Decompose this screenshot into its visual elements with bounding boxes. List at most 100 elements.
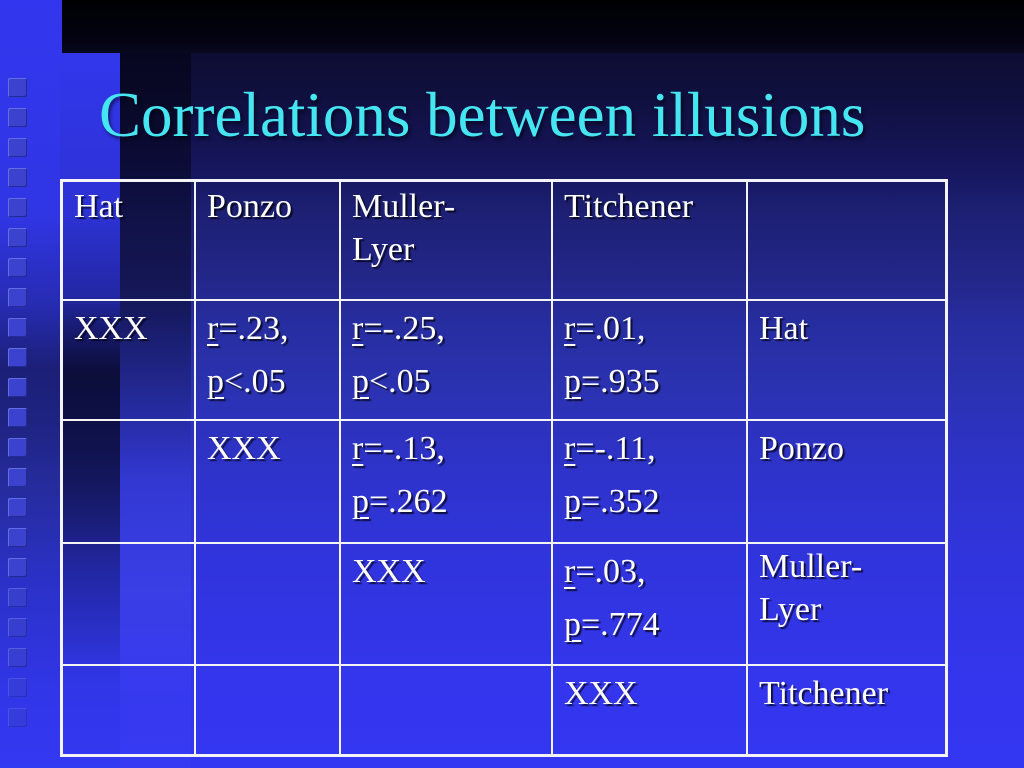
table-cell-empty — [196, 666, 341, 754]
correlation-table: Hat Ponzo Muller-Lyer Titchener XXX r=.2… — [60, 179, 948, 757]
cell-text: XXX — [352, 553, 426, 590]
header-label: Ponzo — [207, 188, 292, 225]
stat-p-line: p=.935 — [564, 356, 735, 409]
decor-square — [8, 108, 27, 127]
table-cell-empty — [63, 544, 196, 666]
table-cell-empty — [196, 544, 341, 666]
stat-r-line: r=-.13, — [352, 423, 540, 476]
cell-text: XXX — [564, 675, 638, 712]
stat-p-line: p=.352 — [564, 476, 735, 529]
column-header-empty — [748, 182, 945, 301]
decor-square — [8, 558, 27, 577]
stat-r-line: r=.23, — [207, 303, 328, 356]
column-header-titchener: Titchener — [553, 182, 748, 301]
cell-text: Ponzo — [759, 430, 844, 467]
decor-square — [8, 528, 27, 547]
stat-p-value: <.05 — [224, 362, 286, 400]
stat-r-symbol: r — [207, 310, 219, 347]
table-cell-empty — [341, 666, 553, 754]
stat-r-value: =-.25, — [363, 310, 445, 347]
decor-square — [8, 468, 27, 487]
decor-square — [8, 438, 27, 457]
column-header-muller-lyer: Muller-Lyer — [341, 182, 553, 301]
stat-r-symbol: r — [352, 310, 364, 347]
header-label: Hat — [74, 188, 124, 225]
stat-p-line: p=.262 — [352, 476, 540, 529]
decor-square — [8, 678, 27, 697]
stat-r-value: =.03, — [575, 553, 646, 590]
stat-p-line: p=.774 — [564, 599, 735, 652]
stat-p-symbol: p — [564, 482, 581, 520]
table-cell-diagonal: XXX — [341, 544, 553, 666]
stat-r-symbol: r — [564, 553, 576, 590]
cell-text: Titchener — [759, 675, 889, 712]
header-label: Muller-Lyer — [352, 188, 456, 268]
decor-square — [8, 228, 27, 247]
column-header-ponzo: Ponzo — [196, 182, 341, 301]
decor-square — [8, 78, 27, 97]
row-label-muller-lyer: Muller-Lyer — [748, 544, 945, 666]
stat-p-symbol: p — [352, 362, 369, 400]
stat-p-value: =.774 — [581, 605, 660, 643]
decor-square — [8, 708, 27, 727]
stat-r-symbol: r — [352, 430, 364, 467]
decor-square — [8, 618, 27, 637]
table-cell-empty — [63, 421, 196, 544]
table-cell-stat: r=.03, p=.774 — [553, 544, 748, 666]
decor-square — [8, 378, 27, 397]
row-label-ponzo: Ponzo — [748, 421, 945, 544]
stat-r-line: r=-.25, — [352, 303, 540, 356]
decor-square — [8, 138, 27, 157]
decor-square-column — [8, 78, 27, 727]
row-label-titchener: Titchener — [748, 666, 945, 754]
cell-text: Hat — [759, 310, 809, 347]
stat-p-value: =.352 — [581, 482, 660, 520]
table-cell-stat: r=-.25, p<.05 — [341, 301, 553, 421]
table-cell-stat: r=-.13, p=.262 — [341, 421, 553, 544]
stat-p-value: =.935 — [581, 362, 660, 400]
decor-square — [8, 348, 27, 367]
stat-p-line: p<.05 — [352, 356, 540, 409]
cell-text: XXX — [74, 310, 148, 347]
table-cell-diagonal: XXX — [196, 421, 341, 544]
table-cell-empty — [63, 666, 196, 754]
decor-square — [8, 168, 27, 187]
stat-r-value: =.01, — [575, 310, 646, 347]
stat-p-symbol: p — [352, 482, 369, 520]
stat-r-value: =-.13, — [363, 430, 445, 467]
stat-p-value: <.05 — [369, 362, 431, 400]
stat-r-line: r=-.11, — [564, 423, 735, 476]
decor-square — [8, 258, 27, 277]
background-top-band — [62, 0, 1024, 53]
decor-square — [8, 408, 27, 427]
stat-r-symbol: r — [564, 310, 576, 347]
decor-square — [8, 588, 27, 607]
decor-square — [8, 318, 27, 337]
cell-text: XXX — [207, 430, 281, 467]
slide-title: Correlations between illusions — [99, 80, 866, 150]
table-cell-diagonal: XXX — [63, 301, 196, 421]
header-label: Titchener — [564, 188, 694, 225]
row-label-hat: Hat — [748, 301, 945, 421]
background-shade-band — [60, 53, 120, 768]
column-header-hat: Hat — [63, 182, 196, 301]
stat-p-value: =.262 — [369, 482, 448, 520]
stat-p-line: p<.05 — [207, 356, 328, 409]
decor-square — [8, 648, 27, 667]
stat-p-symbol: p — [564, 362, 581, 400]
decor-square — [8, 498, 27, 517]
stat-r-line: r=.01, — [564, 303, 735, 356]
stat-r-value: =.23, — [218, 310, 289, 347]
stat-r-line: r=.03, — [564, 546, 735, 599]
stat-p-symbol: p — [207, 362, 224, 400]
table-cell-diagonal: XXX — [553, 666, 748, 754]
stat-r-symbol: r — [564, 430, 576, 467]
decor-square — [8, 288, 27, 307]
table-cell-stat: r=.01, p=.935 — [553, 301, 748, 421]
cell-text: Muller-Lyer — [759, 548, 863, 628]
decor-square — [8, 198, 27, 217]
stat-p-symbol: p — [564, 605, 581, 643]
table-cell-stat: r=.23, p<.05 — [196, 301, 341, 421]
stat-r-value: =-.11, — [575, 430, 656, 467]
